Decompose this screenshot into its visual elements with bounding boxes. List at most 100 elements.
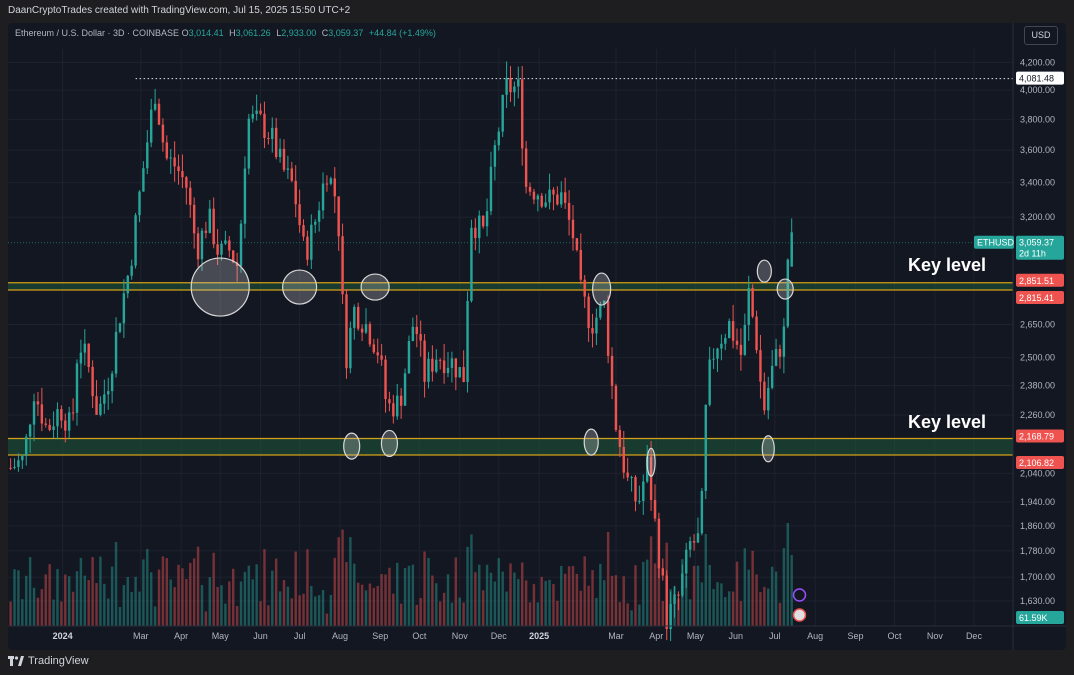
candle-body xyxy=(306,236,309,260)
volume-bar xyxy=(708,564,711,626)
circle-marker xyxy=(776,278,794,300)
candle-body xyxy=(224,240,227,244)
volume-bar xyxy=(481,590,485,626)
circle-marker xyxy=(282,269,318,305)
tradingview-logo-icon xyxy=(8,656,24,666)
volume-bar xyxy=(13,569,16,626)
volume-bar xyxy=(579,590,583,626)
volume-bar xyxy=(626,603,629,626)
volume-bar xyxy=(536,602,540,626)
tradingview-brand: TradingView xyxy=(8,655,89,667)
candle-body xyxy=(64,420,67,431)
candle-body xyxy=(536,195,540,200)
candle-body xyxy=(282,148,286,170)
chart-frame[interactable]: Key level Key level 4,200.00 4,000.00 3,800… xyxy=(8,23,1066,650)
zone2-bottom-tag: 2,106.82 xyxy=(1016,455,1064,469)
candle-body xyxy=(314,221,317,225)
key-level-annotation-upper: Key level xyxy=(908,255,986,275)
volume-bar xyxy=(290,598,294,626)
zone1-top-tag: 2,851.51 xyxy=(1016,273,1064,287)
candle-body xyxy=(114,331,118,374)
x-tick-label: Jun xyxy=(728,631,743,641)
high-price-tag: 4,081.48 xyxy=(1016,71,1064,85)
volume-bar xyxy=(442,592,446,626)
candle-body xyxy=(9,467,12,469)
legend-low-value: 2,933.00 xyxy=(281,28,317,38)
volume-bar xyxy=(134,576,137,626)
candle-body xyxy=(60,409,63,421)
zone2-top-tag-text: 2,168.79 xyxy=(1019,431,1054,441)
candle-body xyxy=(384,359,387,400)
candle-body xyxy=(189,187,192,205)
candle-body xyxy=(638,501,641,503)
candle-body xyxy=(552,189,555,195)
volume-bar xyxy=(204,611,208,626)
candle-body xyxy=(200,230,204,260)
candle-body xyxy=(349,327,352,369)
candle-body xyxy=(622,446,625,473)
candle-body xyxy=(532,191,536,200)
volume-bar xyxy=(478,564,481,626)
volume-bar xyxy=(427,557,430,626)
volume-tag-bg xyxy=(1016,611,1064,624)
brand-name: TradingView xyxy=(28,655,89,667)
volume-bar xyxy=(48,564,51,626)
volume-bar xyxy=(118,606,122,626)
volume-bar xyxy=(161,556,165,626)
candle-body xyxy=(368,324,372,345)
candle-body xyxy=(489,166,493,212)
candle-body xyxy=(126,275,129,294)
volume-bar xyxy=(52,599,55,626)
candle-body xyxy=(661,568,665,576)
candle-body xyxy=(103,394,106,404)
candle-body xyxy=(91,366,94,397)
candle-body xyxy=(513,86,516,93)
volume-bar xyxy=(99,556,102,626)
candle-body xyxy=(786,259,789,327)
volume-bar xyxy=(688,599,692,626)
x-tick-label: Dec xyxy=(491,631,508,641)
candle-body xyxy=(185,177,188,188)
volume-bar xyxy=(153,606,157,626)
chart-credit: DaanCryptoTrades created with TradingVie… xyxy=(8,5,351,16)
high-price-tag-text: 4,081.48 xyxy=(1019,74,1054,84)
candle-body xyxy=(583,279,586,297)
volume-bar xyxy=(544,580,547,626)
x-tick-label: Oct xyxy=(888,631,903,641)
candle-body xyxy=(474,227,477,239)
volume-bar xyxy=(560,565,563,626)
volume-bar xyxy=(21,599,24,626)
volume-bar xyxy=(126,577,129,626)
candle-body xyxy=(755,316,758,351)
volume-bar xyxy=(462,602,465,626)
candle-body xyxy=(239,223,243,267)
volume-bar xyxy=(216,586,219,626)
volume-bars xyxy=(9,523,793,626)
volume-bar xyxy=(790,554,793,626)
volume-bar xyxy=(64,574,67,626)
candle-body xyxy=(450,358,454,368)
candle-body xyxy=(747,288,750,325)
y-tick-label: 1,780.00 xyxy=(1020,546,1055,556)
volume-bar xyxy=(712,589,715,626)
volume-bar xyxy=(653,563,657,626)
volume-bar xyxy=(645,559,649,626)
volume-bar xyxy=(649,536,653,626)
candle-body xyxy=(770,365,774,388)
volume-bar xyxy=(103,583,106,626)
candle-body xyxy=(118,323,122,332)
y-tick-label: 1,940.00 xyxy=(1020,497,1055,507)
candle-body xyxy=(423,340,426,382)
price-chart[interactable]: Key level Key level 4,200.00 4,000.00 3,800… xyxy=(8,23,1066,650)
volume-bar xyxy=(274,558,278,626)
circle-marker xyxy=(756,259,772,283)
volume-bar xyxy=(696,565,700,626)
candle-body xyxy=(591,328,594,334)
volume-bar xyxy=(591,570,594,626)
volume-bar xyxy=(583,556,586,626)
currency-selector[interactable]: USD xyxy=(1024,26,1058,45)
volume-bar xyxy=(450,602,454,626)
volume-bar xyxy=(345,562,348,626)
volume-bar xyxy=(17,570,20,626)
candle-body xyxy=(228,240,231,251)
